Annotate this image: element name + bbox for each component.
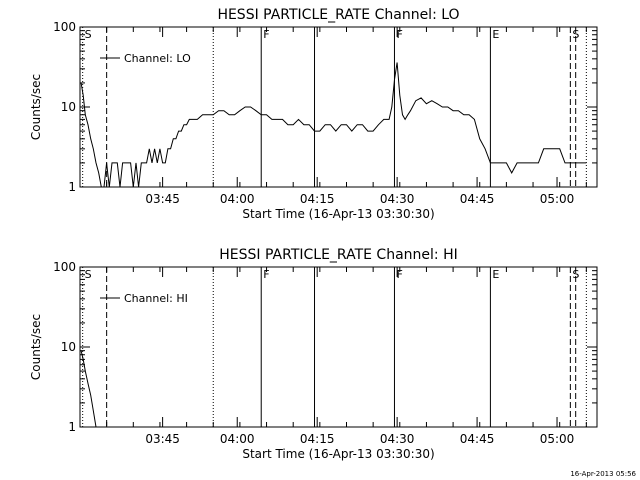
x-tick-label: 04:15 xyxy=(300,432,335,446)
y-tick-label: 1 xyxy=(68,420,76,434)
y-axis-label: Counts/sec xyxy=(29,74,43,140)
chart-title: HESSI PARTICLE_RATE Channel: HI xyxy=(219,247,457,263)
panel-hi: HESSI PARTICLE_RATE Channel: HI 1 10 100 03:… xyxy=(29,247,598,461)
x-tick-label: 04:30 xyxy=(380,432,415,446)
x-tick-label: 04:00 xyxy=(220,192,255,206)
x-axis-label: Start Time (16-Apr-13 03:30:30) xyxy=(242,447,434,461)
y-axis-label: Counts/sec xyxy=(29,314,43,380)
x-tick-label: 03:45 xyxy=(145,192,180,206)
plot-frame xyxy=(79,266,598,428)
chart-title: HESSI PARTICLE_RATE Channel: LO xyxy=(217,7,459,23)
panel-lo: HESSI PARTICLE_RATE Channel: LO 1 10 100 03:… xyxy=(29,7,598,221)
flag-label: E xyxy=(492,28,499,41)
flag-label: E xyxy=(492,268,499,281)
flag-label: S xyxy=(85,268,92,281)
y-tick-label: 1 xyxy=(68,180,76,194)
series-line xyxy=(80,62,587,188)
legend-label: Channel: LO xyxy=(124,52,191,65)
x-tick-label: 04:15 xyxy=(300,192,335,206)
y-tick-label: 100 xyxy=(53,260,76,274)
flag-label: S xyxy=(85,28,92,41)
series-line xyxy=(80,350,97,428)
x-tick-label: 04:45 xyxy=(460,192,495,206)
y-tick-label: 10 xyxy=(61,100,76,114)
flag-label: F xyxy=(396,28,402,41)
x-tick-label: 04:00 xyxy=(220,432,255,446)
x-tick-label: 05:00 xyxy=(540,192,575,206)
flag-label: F xyxy=(263,28,269,41)
x-tick-label: 04:30 xyxy=(380,192,415,206)
x-tick-label: 04:45 xyxy=(460,432,495,446)
flag-label: F xyxy=(396,268,402,281)
x-tick-label: 03:45 xyxy=(145,432,180,446)
x-axis-label: Start Time (16-Apr-13 03:30:30) xyxy=(242,207,434,221)
legend-label: Channel: HI xyxy=(124,292,188,305)
x-tick-label: 05:00 xyxy=(540,432,575,446)
flag-label: S xyxy=(572,28,579,41)
flag-label: F xyxy=(263,268,269,281)
flag-label: S xyxy=(572,268,579,281)
footer-timestamp: 16-Apr-2013 05:56 xyxy=(570,470,636,478)
y-tick-label: 10 xyxy=(61,340,76,354)
y-tick-label: 100 xyxy=(53,20,76,34)
